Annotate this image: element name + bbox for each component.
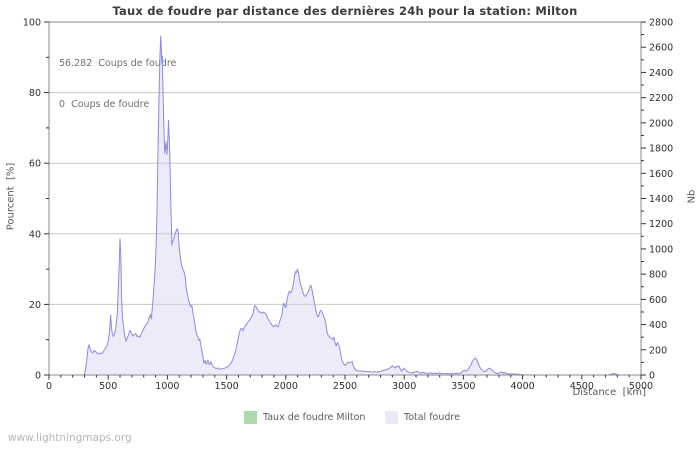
- svg-text:2000: 2000: [649, 118, 673, 129]
- svg-text:1500: 1500: [215, 381, 239, 392]
- svg-text:60: 60: [29, 159, 41, 170]
- annotation-total-strikes: 56.282 Coups de foudre: [59, 58, 177, 69]
- svg-text:1600: 1600: [649, 169, 673, 180]
- svg-text:600: 600: [649, 295, 667, 306]
- chart-legend: Taux de foudre Milton Total foudre: [0, 410, 700, 428]
- strike-count-annotation: 56.282 Coups de foudre 0 Coups de foudre: [59, 30, 176, 125]
- legend-label-total: Total foudre: [404, 412, 460, 423]
- annotation-station-strikes: 0 Coups de foudre: [59, 98, 150, 110]
- svg-text:4500: 4500: [570, 381, 594, 392]
- svg-text:40: 40: [29, 229, 41, 240]
- legend-label-taux: Taux de foudre Milton: [263, 412, 366, 423]
- svg-text:2800: 2800: [649, 18, 673, 29]
- svg-text:0: 0: [46, 381, 52, 392]
- svg-text:4000: 4000: [511, 381, 535, 392]
- svg-text:0: 0: [35, 371, 41, 382]
- svg-text:500: 500: [99, 381, 117, 392]
- svg-text:100: 100: [23, 18, 41, 29]
- svg-text:5000: 5000: [629, 381, 653, 392]
- svg-text:1000: 1000: [155, 381, 179, 392]
- svg-text:0: 0: [649, 371, 655, 382]
- svg-text:2400: 2400: [649, 68, 673, 79]
- legend-swatch-lavender: [385, 411, 398, 424]
- svg-text:1400: 1400: [649, 194, 673, 205]
- svg-text:1800: 1800: [649, 144, 673, 155]
- svg-text:2000: 2000: [274, 381, 298, 392]
- x-axis-label: Distance [km]: [572, 387, 646, 398]
- chart-title: Taux de foudre par distance des dernière…: [112, 4, 578, 18]
- legend-swatch-green: [244, 411, 257, 424]
- svg-text:2200: 2200: [649, 93, 673, 104]
- svg-text:3500: 3500: [451, 381, 475, 392]
- svg-text:400: 400: [649, 320, 667, 331]
- svg-text:2500: 2500: [333, 381, 357, 392]
- watermark-link[interactable]: www.lightningmaps.org: [8, 432, 132, 444]
- svg-text:80: 80: [29, 88, 41, 99]
- svg-text:1200: 1200: [649, 219, 673, 230]
- svg-text:3000: 3000: [392, 381, 416, 392]
- svg-text:200: 200: [649, 345, 667, 356]
- svg-text:800: 800: [649, 270, 667, 281]
- svg-text:1000: 1000: [649, 244, 673, 255]
- svg-text:20: 20: [29, 300, 41, 311]
- svg-text:2600: 2600: [649, 43, 673, 54]
